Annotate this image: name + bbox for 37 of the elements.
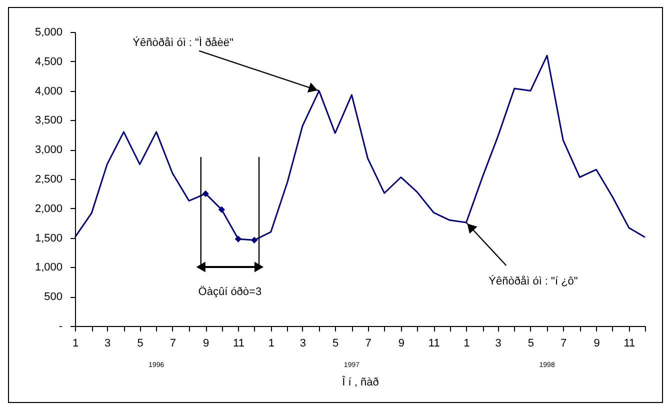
x-tick-label: 9 [398, 338, 405, 350]
y-tick-label: 1,000 [34, 262, 62, 274]
annotation: Ýêñòðåì óì : "í ¿ô" [488, 274, 578, 288]
y-tick-label: 2,000 [34, 202, 62, 215]
point [202, 190, 209, 198]
y-tick-label: 1,500 [34, 232, 62, 244]
y-tick-label: 4,500 [34, 56, 62, 68]
x-tick-label: 5 [528, 338, 534, 350]
x-tick-label: 1 [72, 338, 79, 350]
y-tick-label: 5,000 [34, 26, 62, 38]
y-tick-label: - [58, 320, 63, 332]
y-tick-label: 4,000 [34, 85, 62, 98]
x-tick-label: 1 [464, 338, 470, 350]
x-tick-label: 7 [170, 338, 176, 350]
point [218, 206, 225, 213]
point [234, 236, 242, 242]
point [250, 236, 258, 244]
x-tick-label: 9 [203, 338, 210, 350]
x-tick-label: 7 [560, 338, 567, 350]
x-tick-label: 11 [624, 338, 636, 350]
x-tick-label: 3 [495, 338, 502, 350]
x-tick-label: 5 [137, 338, 144, 350]
x-tick-label: 3 [300, 338, 306, 350]
x-tick-label: 11 [233, 338, 244, 350]
y-tick-label: 3,500 [34, 114, 62, 127]
x-tick-label: 1 [268, 338, 274, 350]
x-tick-label: 9 [594, 338, 600, 350]
annotation: Ýêñòðåì óì : "Ì ðåèë" [132, 36, 234, 49]
y-tick-label: 3,000 [34, 144, 62, 156]
y-tick-label: 2,500 [34, 174, 62, 186]
x-tick-label: 7 [365, 338, 372, 350]
annotation: Öàçûí óðò=3 [198, 285, 262, 298]
x-tick-label: 11 [428, 338, 440, 350]
y-tick-label: 500 [44, 291, 62, 304]
x-axis-title: Î í , ñàð [341, 376, 379, 388]
x-tick-label: 3 [104, 338, 111, 350]
x-tick-label: 5 [332, 338, 339, 350]
